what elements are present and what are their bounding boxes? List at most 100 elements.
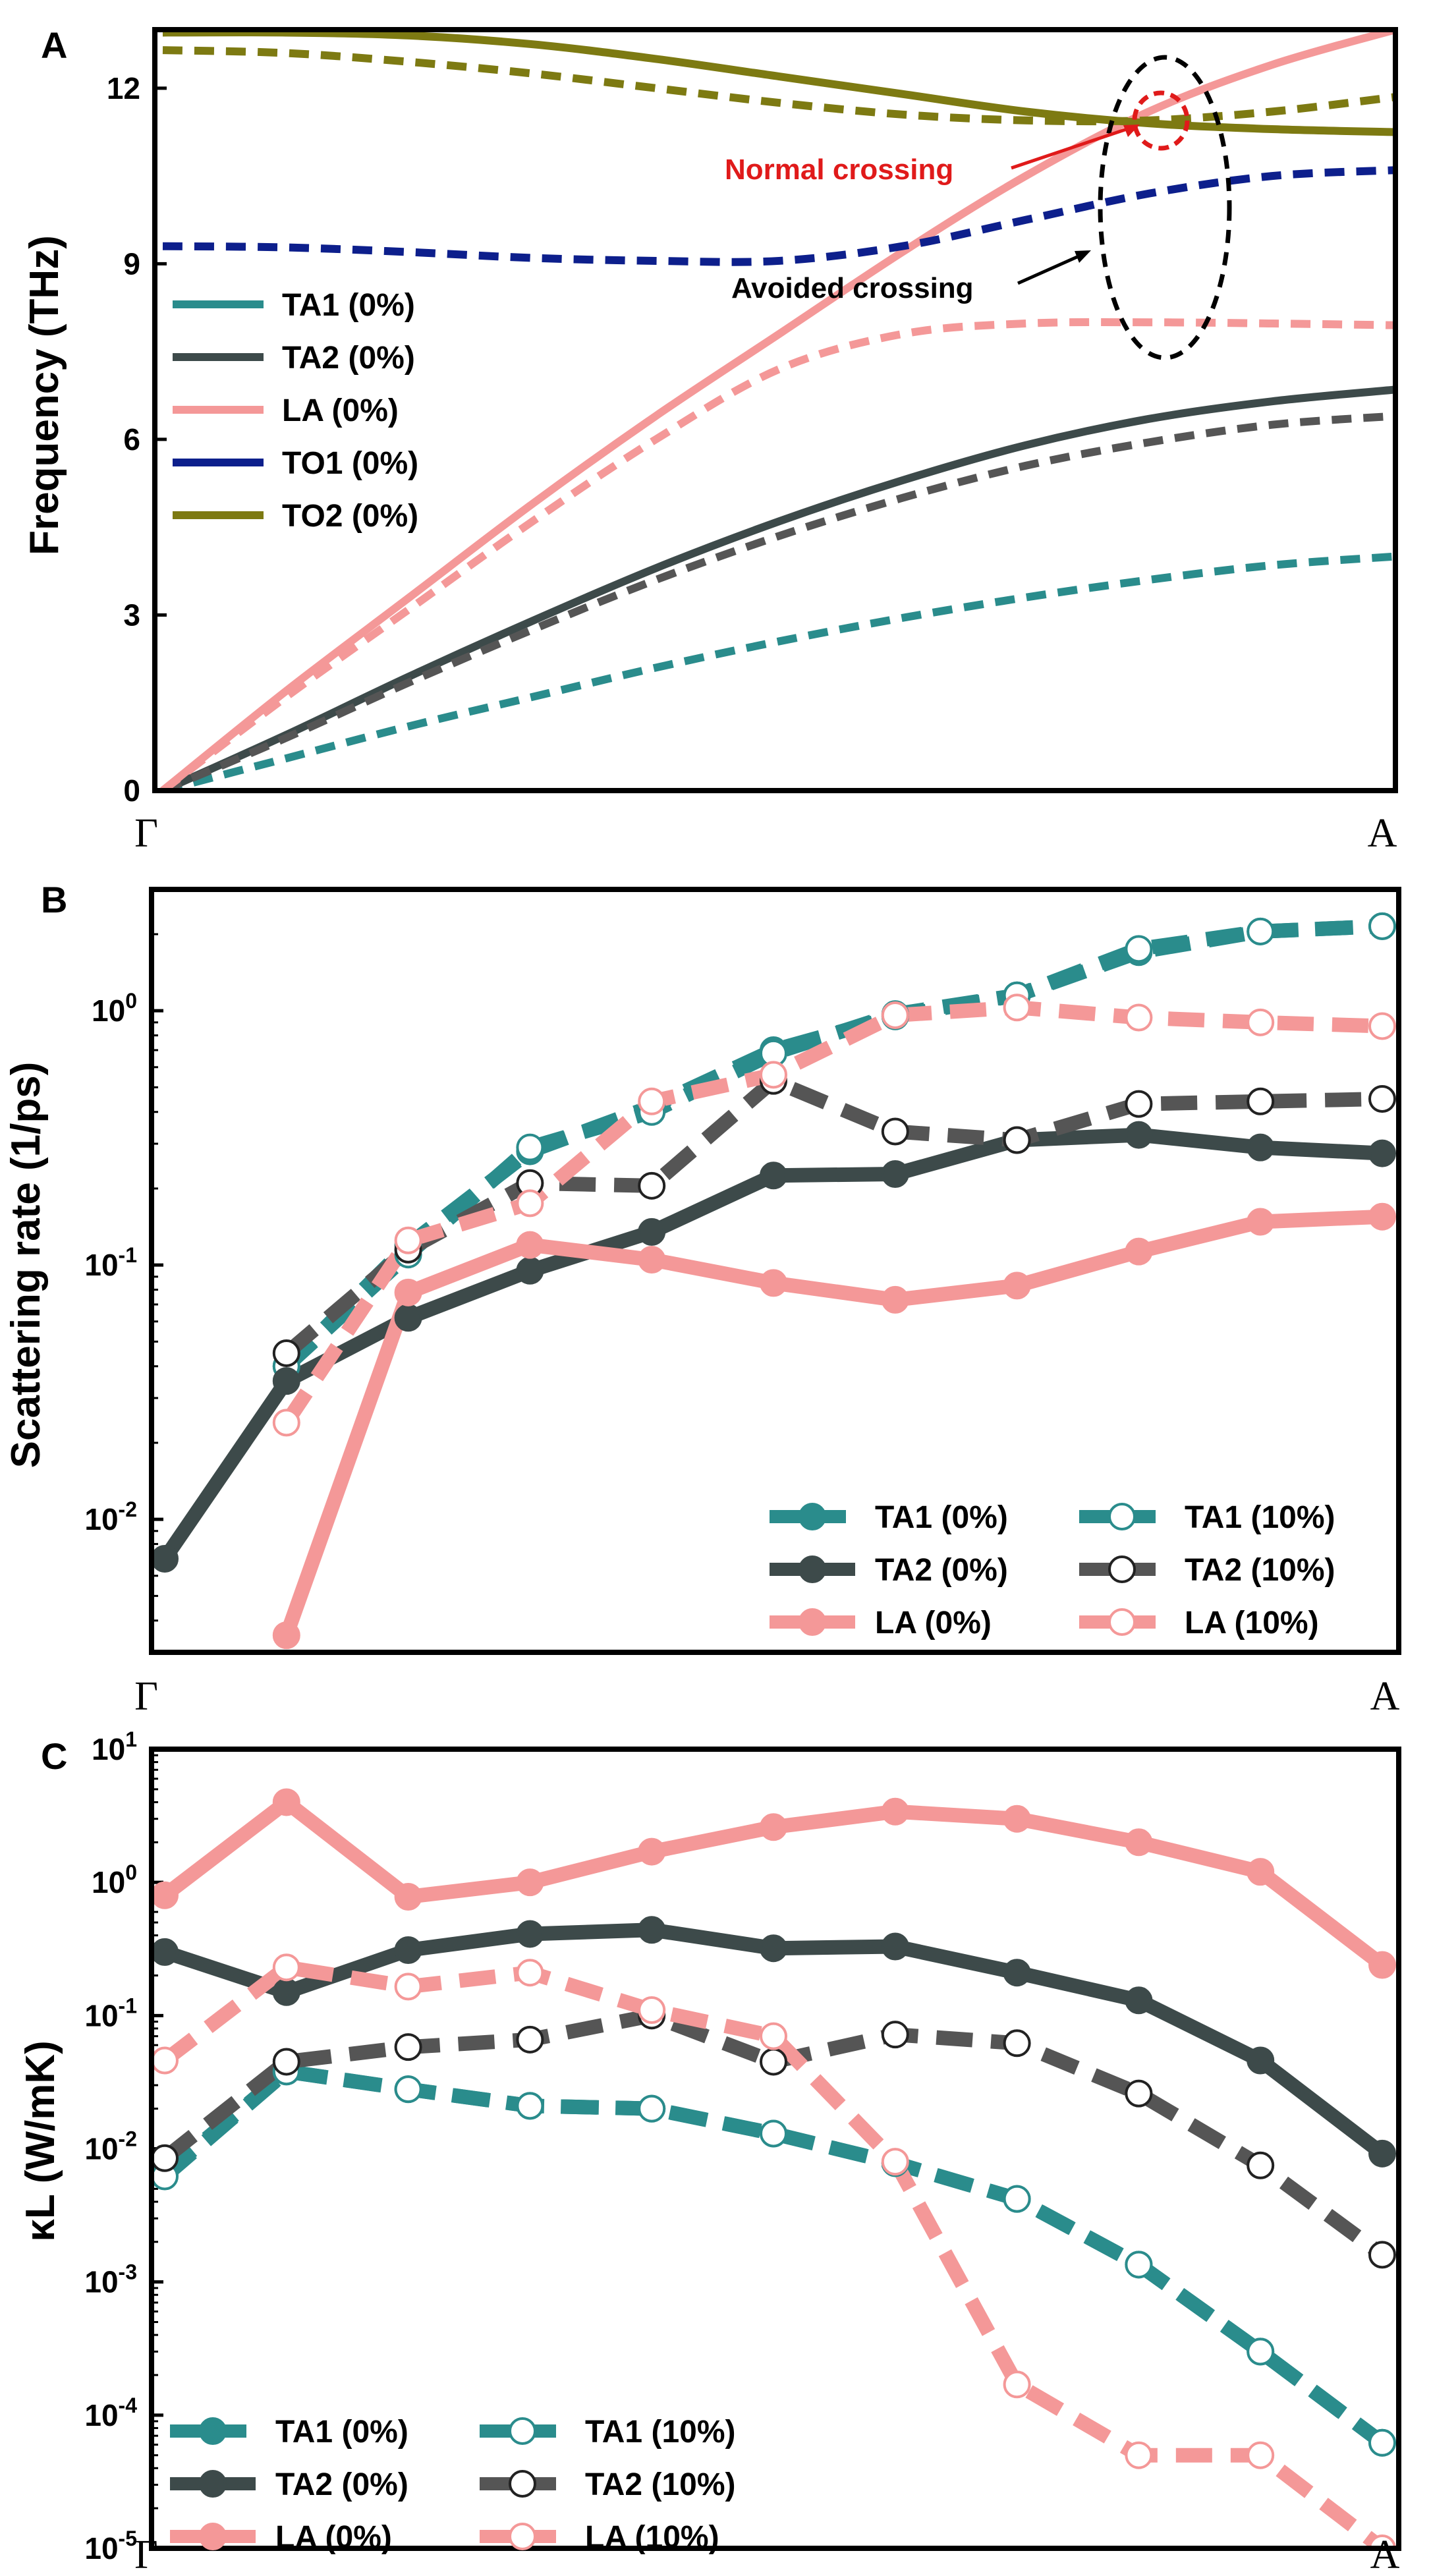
panel-1-marker-ta2-0 — [516, 1256, 544, 1285]
panel-1-series-line-ta1-10 — [281, 918, 1383, 1372]
panel-1-marker-la-10 — [394, 1226, 422, 1254]
panel-1-marker-ta1-10 — [516, 1133, 544, 1162]
panel-2-series-line-la-10 — [160, 1960, 1387, 2548]
panel-a-letter: A — [41, 24, 67, 66]
panel-2-marker-ta2-10 — [1247, 2151, 1275, 2179]
panel-1-marker-ta2-0 — [1368, 1139, 1396, 1167]
panel-2-marker-ta2-0 — [1125, 1986, 1153, 2015]
panel-2-marker-ta2-0 — [1368, 2139, 1396, 2168]
legend-label-la-0: LA (0%) — [275, 2520, 392, 2555]
panel-1-marker-la-0 — [881, 1285, 909, 1314]
panel-c-frame — [149, 1747, 1401, 2551]
panel-2-marker-la-0 — [152, 1881, 179, 1909]
legend-label-la-10: LA (10%) — [585, 2520, 719, 2555]
panel-1-marker-la-10 — [272, 1409, 300, 1437]
panel-2-ytick-label: 10-4 — [84, 2394, 137, 2432]
panel-1-marker-ta2-10 — [1368, 1085, 1396, 1113]
legend-label-ta1-0: TA1 (0%) — [275, 2415, 408, 2450]
panel-1-marker-ta2-0 — [760, 1162, 787, 1190]
panel-2-ytick-label: 10-1 — [84, 1994, 137, 2032]
panel-1-marker-la-10 — [1003, 994, 1031, 1022]
panel-a-series-ta1-0 — [161, 552, 1395, 791]
panel-1-marker-ta2-0 — [394, 1304, 422, 1332]
panel-2-marker-ta2-10 — [1003, 2029, 1031, 2058]
normal-crossing-arrowhead — [1123, 125, 1140, 137]
panel-1-marker-ta2-0 — [152, 1544, 179, 1573]
panel-1-marker-la-10 — [1247, 1008, 1275, 1036]
panel-2-marker-ta2-0 — [881, 1932, 909, 1961]
panel-1-marker-la-10 — [760, 1061, 787, 1089]
panel-2-marker-ta1-10 — [516, 2092, 544, 2120]
panel-2-marker-la-0 — [1247, 1858, 1275, 1886]
legend-marker-la-0 — [199, 2523, 227, 2550]
panel-1-series-line-la-0 — [279, 1209, 1383, 1638]
panel-2-marker-la-0 — [516, 1868, 544, 1897]
legend-marker-ta1-0 — [799, 1503, 826, 1530]
panel-c-xtick-a: A — [1370, 2533, 1400, 2573]
panel-b-ylabel: Scattering rate (1/ps) — [3, 1062, 49, 1469]
panel-2-marker-ta2-0 — [760, 1934, 787, 1963]
panel-a-legend-label-to1-0: TO1 (0%) — [282, 446, 418, 481]
panel-2-ytick-label: 10-5 — [84, 2527, 137, 2565]
legend-marker-ta2-0 — [799, 1555, 826, 1583]
panel-b-xtick-a: A — [1370, 1674, 1400, 1719]
panel-1-marker-ta2-0 — [881, 1160, 909, 1189]
panel-b-plot: 10-2 10-1 100 — [84, 888, 1396, 1654]
panel-2-marker-ta1-10 — [1125, 2251, 1153, 2279]
panel-1-marker-ta2-10 — [881, 1117, 909, 1146]
legend-label-la-0: LA (0%) — [875, 1606, 992, 1640]
panel-2-marker-la-0 — [638, 1837, 666, 1866]
normal-crossing-circle — [1132, 90, 1190, 151]
panel-1-series-line-la-10 — [280, 1000, 1383, 1427]
avoided-crossing-arrow — [1017, 252, 1086, 285]
normal-crossing-arrow — [1011, 125, 1135, 170]
panel-2-series-line-ta1-10 — [159, 2064, 1387, 2449]
panel-2-ytick-label: 100 — [92, 1861, 137, 1899]
panel-1-ytick-label: 10-2 — [84, 1498, 137, 1536]
legend-marker-ta1-0 — [199, 2417, 227, 2445]
panel-a-ylabel: Frequency (THz) — [22, 235, 67, 555]
panel-1-marker-la-0 — [394, 1278, 422, 1306]
legend-label-ta1-0: TA1 (0%) — [875, 1500, 1008, 1535]
panel-1-marker-ta1-10 — [1247, 917, 1275, 945]
panel-1-marker-la-0 — [638, 1245, 666, 1274]
panel-2-marker-ta1-10 — [638, 2094, 666, 2123]
panel-a-ytick-label: 0 — [123, 773, 140, 808]
panel-2-marker-la-0 — [1003, 1805, 1031, 1833]
panel-1-marker-ta2-10 — [638, 1171, 666, 1200]
panel-1-marker-la-0 — [1368, 1202, 1396, 1231]
panel-2-marker-ta1-10 — [394, 2075, 422, 2104]
panel-1-marker-la-10 — [638, 1087, 666, 1115]
panel-2-marker-ta2-10 — [1368, 2241, 1396, 2269]
panel-1-marker-la-0 — [1247, 1208, 1275, 1236]
panel-a-legend: TA1 (0%) TA2 (0%) LA (0%) TO1 (0%) TO2 (0%) — [173, 288, 418, 534]
normal-crossing-label: Normal crossing — [725, 154, 953, 186]
legend-label-ta2-0: TA2 (0%) — [875, 1553, 1008, 1588]
legend-label-ta2-10: TA2 (10%) — [1185, 1553, 1335, 1588]
panel-2-marker-ta2-10 — [516, 2025, 544, 2054]
panel-1-marker-la-10 — [1368, 1012, 1396, 1040]
legend-label-ta2-10: TA2 (10%) — [585, 2467, 736, 2502]
panel-a: A Frequency (THz) 0 3 6 9 12 Γ A TA1 (0%) TA2… — [22, 24, 1398, 856]
avoided-crossing-label: Avoided crossing — [731, 272, 974, 304]
panel-1-marker-ta2-10 — [272, 1339, 300, 1368]
panel-a-legend-label-ta2-0: TA2 (0%) — [282, 341, 415, 376]
panel-1-marker-ta1-10 — [1368, 912, 1396, 940]
panel-2-marker-ta2-0 — [394, 1936, 422, 1964]
panel-2-marker-la-10 — [760, 2022, 787, 2050]
panel-1-marker-la-0 — [1125, 1237, 1153, 1266]
panel-a-xtick-a: A — [1368, 811, 1397, 856]
panel-2-marker-la-0 — [881, 1797, 909, 1826]
avoided-crossing-ellipse — [1098, 55, 1232, 360]
panel-2-marker-ta2-0 — [152, 1938, 179, 1966]
legend-label-ta1-10: TA1 (10%) — [585, 2415, 736, 2450]
panel-a-ytick-label: 6 — [123, 422, 140, 457]
panel-a-ytick-label: 9 — [123, 246, 140, 281]
legend-marker-ta2-10 — [1108, 1555, 1136, 1583]
panel-a-series-la-0-dashed — [160, 318, 1395, 791]
panel-2-marker-ta2-10 — [1125, 2079, 1153, 2108]
legend-marker-la-10 — [1108, 1608, 1136, 1636]
panel-2-ytick-label: 10-2 — [84, 2127, 137, 2166]
panel-2-marker-ta1-10 — [1247, 2338, 1275, 2366]
panel-b-letter: B — [41, 879, 67, 920]
